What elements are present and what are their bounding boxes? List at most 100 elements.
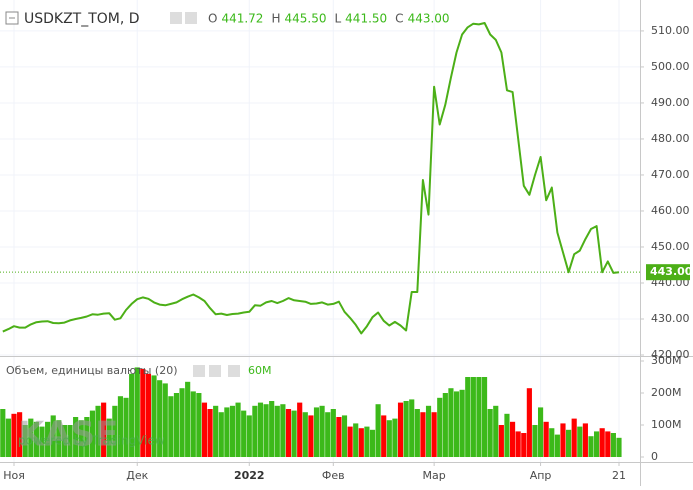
x-tick-label: Дек (126, 469, 148, 482)
x-tick-label: Фев (322, 469, 345, 482)
y-tick-label: 470.00 (651, 168, 690, 181)
volume-bar (235, 402, 241, 458)
volume-bar (224, 407, 230, 458)
ohlc-value: 441.50 (345, 12, 387, 26)
volume-bar (319, 405, 325, 458)
volume-bar (297, 402, 303, 458)
volume-bar (437, 397, 443, 458)
volume-bar (84, 417, 90, 458)
volume-bar (566, 429, 572, 458)
volume-bar (241, 410, 247, 458)
watermark-credit: powered by TradingView (18, 434, 165, 448)
volume-bar (28, 418, 34, 458)
symbol-title: USDKZT_TOM, D (24, 11, 140, 27)
ohlc-label: C (395, 12, 403, 26)
visibility-button[interactable] (170, 12, 182, 24)
x-tick-label: 2022 (234, 469, 265, 482)
volume-bar (313, 407, 320, 458)
volume-bar (476, 377, 482, 458)
y-tick-label: 0 (651, 450, 658, 463)
settings-button[interactable] (185, 12, 197, 24)
volume-bar (453, 391, 460, 458)
volume-bar (302, 412, 308, 458)
volume-bar (173, 393, 180, 458)
volume-bar (347, 426, 353, 458)
volume-bar (213, 405, 219, 458)
volume-bar (218, 412, 224, 458)
volume-bar (78, 420, 84, 458)
volume-bar (448, 388, 454, 458)
volume-bar (610, 433, 616, 458)
volume-bar (571, 418, 577, 458)
volume-bar (151, 375, 157, 458)
volume-bar (325, 412, 331, 458)
volume-bar (330, 409, 336, 458)
volume-bar (140, 369, 146, 458)
volume-bar (229, 405, 236, 458)
y-tick-label: 100M (651, 418, 682, 431)
volume-bar (577, 426, 583, 458)
volume-bar (95, 405, 101, 458)
volume-bar (403, 401, 409, 458)
y-tick-label: 460.00 (651, 204, 690, 217)
volume-bar (560, 423, 566, 458)
volume-bar (431, 412, 437, 458)
y-tick-label: 450.00 (651, 240, 690, 253)
volume-bar (5, 418, 11, 458)
volume-bar (207, 409, 213, 458)
volume-bar (526, 388, 532, 458)
volume-bar (392, 418, 398, 458)
volume-bar (185, 381, 191, 458)
volume-bar (89, 410, 96, 458)
volume-bar (291, 410, 297, 458)
y-tick-label: 510.00 (651, 24, 690, 37)
x-tick-label: Апр (530, 469, 552, 482)
volume-remove-button[interactable] (228, 365, 240, 377)
volume-bar (353, 423, 359, 458)
volume-bar (470, 377, 476, 458)
volume-bar (588, 436, 594, 458)
volume-bar (481, 377, 488, 458)
volume-bar (61, 425, 67, 458)
volume-bar (493, 405, 499, 458)
volume-bar (117, 396, 124, 458)
volume-bar (515, 431, 521, 458)
volume-bar (381, 415, 387, 458)
volume-bar (168, 396, 174, 458)
volume-bar (414, 409, 420, 458)
grid (0, 0, 640, 462)
volume-bar (274, 405, 280, 458)
y-tick-label: 490.00 (651, 96, 690, 109)
x-tick-label: 21 (612, 469, 626, 482)
volume-title: Объем, единицы валюты (20) (6, 364, 178, 377)
volume-bar (425, 405, 432, 458)
volume-bar (420, 412, 426, 458)
volume-bar (308, 415, 314, 458)
ohlc-value: 443.00 (408, 12, 450, 26)
volume-bar (0, 409, 6, 458)
volume-bar (269, 401, 275, 458)
y-tick-label: 500.00 (651, 60, 690, 73)
volume-bar (409, 399, 415, 458)
volume-settings-button[interactable] (209, 365, 221, 377)
price-line (2, 22, 620, 335)
y-tick-label: 480.00 (651, 132, 690, 145)
volume-bar (33, 421, 39, 458)
last-price-box (646, 264, 690, 281)
ohlc-label: H (271, 12, 280, 26)
volume-bar (45, 421, 51, 458)
volume-bar (358, 428, 364, 458)
volume-bar (498, 425, 504, 458)
y-tick-label: 200M (651, 386, 682, 399)
volume-bar (134, 367, 140, 458)
last-price-label: 443.00 (650, 265, 693, 278)
volume-bar (123, 397, 129, 458)
volume-bar (50, 415, 56, 458)
volume-visibility-button[interactable] (193, 365, 205, 377)
y-tick-label: 420.00 (651, 348, 690, 361)
ohlc-legend: O 441.72 H 445.50 L 441.50 C 443.00 (208, 12, 450, 26)
volume-bar (252, 405, 258, 458)
ohlc-value: 445.50 (284, 12, 326, 26)
